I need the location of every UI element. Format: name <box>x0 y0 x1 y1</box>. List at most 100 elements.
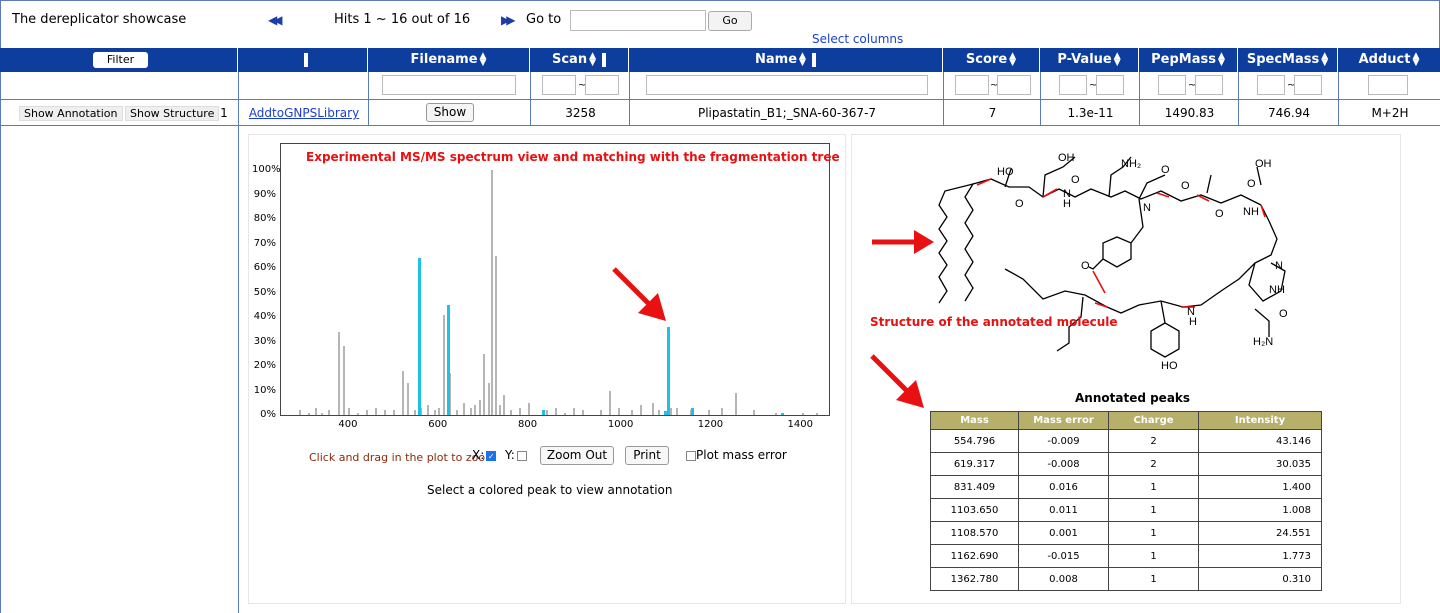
spectrum-peak[interactable] <box>413 410 416 415</box>
sort-icon[interactable]: ▲ ▼ <box>1009 50 1017 68</box>
x-checkbox[interactable]: ✓ <box>486 450 497 461</box>
spectrum-plot[interactable] <box>280 143 830 416</box>
sort-icon[interactable]: ▲ ▼ <box>1412 50 1420 68</box>
table-row[interactable]: 1108.570 0.001 1 24.551 <box>930 521 1322 545</box>
spectrum-peak[interactable] <box>348 407 351 415</box>
column-header-pvalue[interactable]: P-Value ▲ ▼ <box>1040 48 1139 72</box>
spectrum-peak[interactable] <box>491 170 494 415</box>
table-row[interactable]: 1162.690 -0.015 1 1.773 <box>930 544 1322 568</box>
pvalue-min-input[interactable] <box>1059 75 1087 95</box>
spectrum-peak[interactable] <box>321 412 324 415</box>
spectrum-peak[interactable] <box>599 410 602 415</box>
spectrum-peak[interactable] <box>608 390 611 415</box>
filename-filter-input[interactable] <box>382 75 516 95</box>
spectrum-peak[interactable] <box>433 410 436 415</box>
filter-button[interactable]: Filter <box>93 52 148 68</box>
column-header-adduct[interactable]: Adduct ▲ ▼ <box>1358 50 1420 68</box>
spectrum-peak[interactable] <box>802 412 805 415</box>
column-resize-handle[interactable] <box>602 52 607 67</box>
sort-icon[interactable]: ▲ ▼ <box>1217 50 1225 68</box>
pepmass-min-input[interactable] <box>1158 75 1186 95</box>
pepmass-max-input[interactable] <box>1195 75 1223 95</box>
add-to-gnps-library-link[interactable]: AddtoGNPSLibrary <box>248 106 360 120</box>
column-resize-handle[interactable] <box>303 52 308 67</box>
spectrum-peak[interactable] <box>420 407 423 415</box>
spectrum-peak[interactable] <box>689 410 692 415</box>
spectrum-peak[interactable] <box>393 410 396 415</box>
spectrum-peak[interactable] <box>446 304 450 415</box>
show-file-button[interactable]: Show <box>426 103 474 122</box>
go-button[interactable]: Go <box>708 11 752 31</box>
spectrum-peak[interactable] <box>338 331 341 415</box>
table-row[interactable]: 619.317 -0.008 2 30.035 <box>930 452 1322 476</box>
spectrum-peak[interactable] <box>563 412 566 415</box>
spectrum-peak[interactable] <box>483 353 486 415</box>
spectrum-peak[interactable] <box>631 410 634 415</box>
spectrum-peak[interactable] <box>307 412 310 415</box>
y-checkbox[interactable] <box>516 450 527 461</box>
spectrum-peak[interactable] <box>676 407 679 415</box>
specmass-min-input[interactable] <box>1257 75 1285 95</box>
scan-max-input[interactable] <box>585 75 619 95</box>
spectrum-peak[interactable] <box>478 400 481 415</box>
spectrum-peak[interactable] <box>752 410 755 415</box>
spectrum-peak[interactable] <box>815 412 818 415</box>
spectrum-peak[interactable] <box>357 412 360 415</box>
y-axis-toggle[interactable]: Y: <box>505 448 527 462</box>
spectrum-peak[interactable] <box>494 255 497 415</box>
sort-icon[interactable]: ▲ ▼ <box>589 50 597 68</box>
spectrum-peak[interactable] <box>314 407 317 415</box>
spectrum-peak[interactable] <box>375 407 378 415</box>
spectrum-peak[interactable] <box>426 405 429 415</box>
column-header-name[interactable]: Name ▲ ▼ <box>629 48 943 72</box>
double-right-arrow-icon[interactable]: ▶▶ <box>501 13 516 27</box>
spectrum-peak[interactable] <box>366 410 369 415</box>
spectrum-peak[interactable] <box>438 407 441 415</box>
spectrum-peak[interactable] <box>328 410 331 415</box>
spectrum-peak[interactable] <box>384 410 387 415</box>
column-header-scan[interactable]: Scan ▲ ▼ <box>530 48 629 72</box>
specmass-max-input[interactable] <box>1294 75 1322 95</box>
spectrum-peak[interactable] <box>442 314 445 415</box>
spectrum-peak[interactable] <box>666 326 670 415</box>
spectrum-peak[interactable] <box>640 405 643 415</box>
spectrum-peak[interactable] <box>581 410 584 415</box>
table-row[interactable]: 554.796 -0.009 2 43.146 <box>930 429 1322 453</box>
zoom-out-button[interactable]: Zoom Out <box>540 446 614 465</box>
spectrum-peak[interactable] <box>498 405 501 415</box>
pvalue-max-input[interactable] <box>1096 75 1124 95</box>
column-header-specmass[interactable]: SpecMass ▲ ▼ <box>1238 48 1338 72</box>
print-button[interactable]: Print <box>625 446 669 465</box>
score-min-input[interactable] <box>955 75 989 95</box>
spectrum-peak[interactable] <box>669 407 672 415</box>
spectrum-peak[interactable] <box>528 402 531 415</box>
spectrum-peak[interactable] <box>469 407 472 415</box>
plot-mass-error-toggle[interactable]: Plot mass error <box>684 448 787 462</box>
adduct-filter-input[interactable] <box>1368 75 1408 95</box>
select-columns-link[interactable]: Select columns <box>812 32 904 46</box>
spectrum-peak[interactable] <box>555 407 557 415</box>
spectrum-peak[interactable] <box>707 410 710 415</box>
spectrum-peak[interactable] <box>780 413 784 415</box>
column-header-filename[interactable]: Filename ▲ ▼ <box>368 48 530 72</box>
spectrum-peak[interactable] <box>417 258 421 415</box>
plot-mass-error-checkbox[interactable] <box>686 450 696 461</box>
spectrum-peak[interactable] <box>734 392 737 415</box>
table-row[interactable]: 1362.780 0.008 1 0.310 <box>930 567 1322 591</box>
score-max-input[interactable] <box>997 75 1031 95</box>
sort-icon[interactable]: ▲ ▼ <box>479 50 487 68</box>
sort-icon[interactable]: ▲ ▼ <box>799 50 806 68</box>
show-annotation-button[interactable]: Show Annotation <box>19 106 123 121</box>
spectrum-peak[interactable] <box>474 405 477 415</box>
spectrum-peak[interactable] <box>456 410 459 415</box>
x-axis-toggle[interactable]: X: ✓ <box>472 448 497 462</box>
table-row[interactable]: 831.409 0.016 1 1.400 <box>930 475 1322 499</box>
double-left-arrow-icon[interactable]: ◀◀ <box>268 13 283 27</box>
scan-min-input[interactable] <box>542 75 576 95</box>
show-structure-button[interactable]: Show Structure <box>125 106 220 121</box>
sort-icon[interactable]: ▲ ▼ <box>1321 50 1329 68</box>
spectrum-peak[interactable] <box>510 410 513 415</box>
spectrum-peak[interactable] <box>572 407 575 415</box>
column-header-score[interactable]: Score ▲ ▼ <box>943 48 1040 72</box>
spectrum-peak[interactable] <box>658 410 661 415</box>
